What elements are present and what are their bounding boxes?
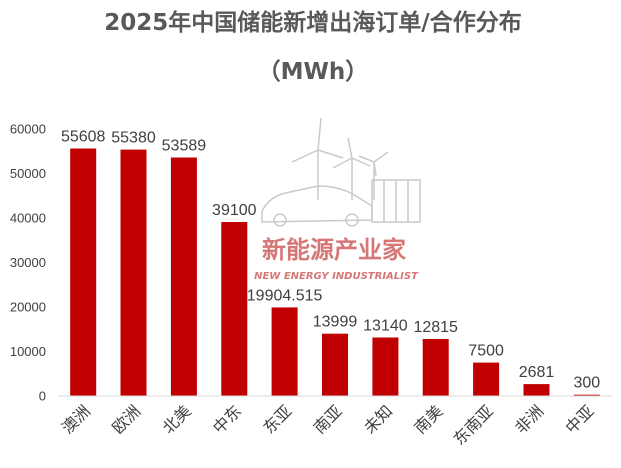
x-tick-label: 北美 — [159, 401, 195, 437]
value-label: 53589 — [162, 138, 207, 155]
watermark-text-en: NEW ENERGY INDUSTRIALIST — [254, 271, 419, 282]
bar-南美 — [422, 339, 449, 396]
y-axis: 0 10000 20000 30000 40000 50000 60000 — [10, 122, 46, 404]
x-tick-label: 澳洲 — [58, 401, 94, 437]
bar-欧洲 — [120, 149, 147, 396]
bar-非洲 — [523, 384, 550, 396]
x-tick-label: 中亚 — [562, 401, 598, 437]
value-labels-group: 55608 55380 53589 39100 19904.515 13999 13140 1… — [61, 129, 600, 392]
bar-北美 — [170, 157, 197, 396]
value-label: 39100 — [212, 202, 257, 219]
value-label: 13140 — [363, 318, 408, 335]
y-tick-label: 60000 — [10, 122, 46, 137]
chart-title: 2025年中国储能新增出海订单/合作分布 — [104, 9, 521, 36]
y-tick-label: 40000 — [10, 211, 46, 226]
value-label: 55608 — [61, 129, 106, 146]
bar-东南亚 — [473, 362, 500, 396]
value-label: 7500 — [468, 343, 504, 360]
y-tick-label: 0 — [39, 389, 46, 404]
x-tick-label: 未知 — [360, 401, 396, 437]
y-tick-label: 20000 — [10, 300, 46, 315]
x-tick-label: 东亚 — [259, 401, 295, 437]
value-label: 13999 — [313, 314, 358, 331]
x-tick-label: 欧洲 — [108, 401, 144, 437]
bar-澳洲 — [70, 148, 97, 396]
x-tick-label: 非洲 — [511, 401, 547, 437]
value-label: 12815 — [413, 319, 458, 336]
x-tick-label: 南美 — [410, 401, 446, 437]
bar-中亚 — [573, 394, 600, 396]
value-label: 300 — [573, 375, 600, 392]
chart-subtitle: （MWh） — [258, 58, 369, 85]
y-tick-label: 10000 — [10, 344, 46, 359]
bar-未知 — [372, 337, 399, 396]
value-label: 55380 — [111, 130, 156, 147]
bar-中东 — [221, 222, 248, 396]
x-tick-label: 南亚 — [310, 401, 346, 437]
bar-南亚 — [322, 333, 348, 396]
x-tick-label: 东南亚 — [450, 401, 497, 448]
x-axis: 澳洲 欧洲 北美 中东 东亚 南亚 未知 南美 东南亚 非洲 中亚 — [58, 395, 612, 449]
bar-东亚 — [271, 307, 298, 396]
x-tick-label: 中东 — [209, 401, 245, 437]
watermark-graphic — [261, 117, 421, 227]
watermark: 新能源产业家 NEW ENERGY INDUSTRIALIST — [254, 117, 421, 282]
y-tick-label: 30000 — [10, 255, 46, 270]
bars-group — [70, 148, 600, 396]
watermark-text-cn: 新能源产业家 — [262, 236, 406, 264]
value-label: 2681 — [519, 364, 555, 381]
value-label: 19904.515 — [247, 287, 323, 304]
y-tick-label: 50000 — [10, 166, 46, 181]
